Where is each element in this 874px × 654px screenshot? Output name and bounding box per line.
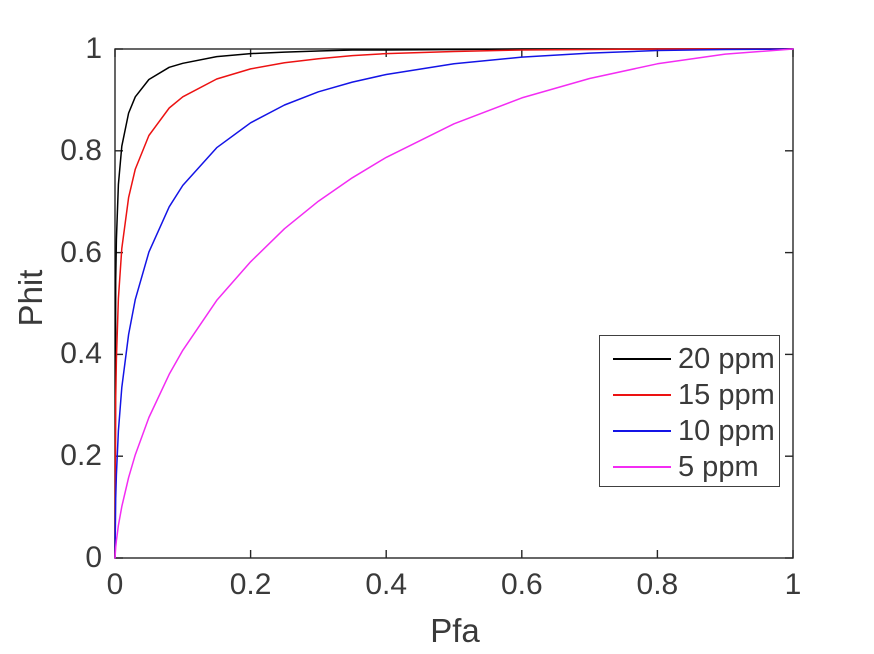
x-tick-label-0.8: 0.8 [636,568,679,601]
legend-line-sample-20ppm [613,358,671,360]
y-tick-label-0.2: 0.2 [60,439,102,473]
x-tick-label-1: 1 [784,568,802,601]
x-tick-label-0: 0 [106,568,124,601]
legend-item-15ppm: 15 ppm [600,377,779,413]
legend-line-sample-10ppm [613,430,671,432]
legend-item-5ppm: 5 ppm [600,449,779,485]
y-tick-label-0.8: 0.8 [60,133,102,167]
legend-line-sample-15ppm [613,394,671,396]
legend-label-5ppm: 5 ppm [678,451,759,483]
legend-item-10ppm: 10 ppm [600,413,779,449]
x-tick-label-0.6: 0.6 [500,568,543,601]
legend-label-15ppm: 15 ppm [678,379,775,411]
legend-line-sample-5ppm [613,466,671,468]
y-axis-label: Phit [12,269,49,327]
series-line-5-ppm [114,48,794,559]
series-line-15-ppm [114,48,794,559]
legend-item-20ppm: 20 ppm [600,341,779,377]
series-line-20-ppm [114,48,794,559]
x-tick-label-0.4: 0.4 [365,568,408,601]
y-tick-label-0.6: 0.6 [60,235,102,269]
y-tick-label-0: 0 [85,541,102,574]
y-tick-label-0.4: 0.4 [60,337,102,371]
legend-label-20ppm: 20 ppm [678,343,775,375]
series-line-10-ppm [114,48,794,559]
legend: 20 ppm 15 ppm 10 ppm 5 ppm [599,335,780,487]
x-axis-label: Pfa [430,612,480,649]
y-tick-label-1: 1 [85,32,102,65]
x-tick-label-0.2: 0.2 [229,568,272,601]
legend-label-10ppm: 10 ppm [678,415,775,447]
